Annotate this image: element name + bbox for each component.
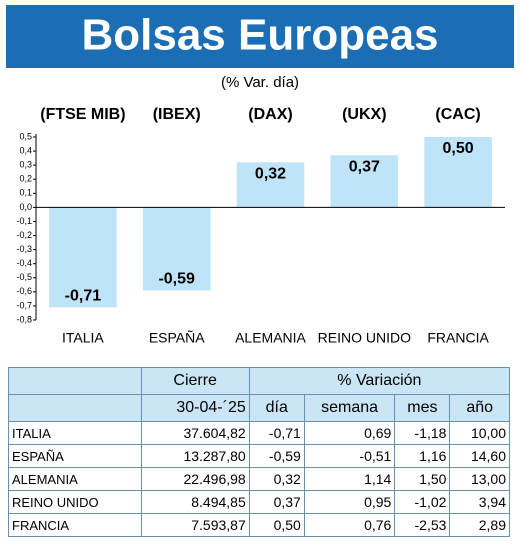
column-header: semana — [303, 394, 396, 422]
y-tick-label: 0,2 — [19, 174, 32, 184]
row-label: FRANCIA — [8, 513, 142, 537]
index-label: (FTSE MIB) — [40, 106, 125, 123]
cell: 3,94 — [449, 490, 510, 514]
table-row: ESPAÑA 13.287,80 -0,59 -0,51 1,16 14,60 — [8, 444, 510, 468]
column-header: mes — [394, 394, 451, 422]
cell: 0,69 — [303, 421, 396, 445]
table-row: FRANCIA 7.593,87 0,50 0,76 -2,53 2,89 — [8, 513, 510, 537]
y-tick-label: -0,5 — [16, 272, 32, 282]
cell: 1,50 — [394, 467, 451, 491]
group-header: Cierre — [140, 367, 250, 395]
index-label: (UKX) — [342, 106, 386, 123]
cell: 0,76 — [303, 513, 396, 537]
cell: 22.496,98 — [140, 467, 250, 491]
cell: 0,50 — [248, 513, 305, 537]
column-header: 30-04-´25 — [140, 394, 250, 422]
header-row: 30-04-´25 día semana mes año — [8, 394, 510, 422]
blank-cell — [8, 367, 142, 395]
bar — [236, 162, 305, 208]
cell: -2,53 — [394, 513, 451, 537]
index-label: (CAC) — [435, 106, 480, 123]
table-row: ITALIA 37.604,82 -0,71 0,69 -1,18 10,00 — [8, 421, 510, 445]
x-tick-label: ITALIA — [62, 330, 104, 346]
value-label: 0,37 — [349, 159, 380, 176]
row-label: ALEMANIA — [8, 467, 142, 491]
index-label: (DAX) — [248, 106, 292, 123]
cell: -1,02 — [394, 490, 451, 514]
cell: 1,16 — [394, 444, 451, 468]
x-tick-label: FRANCIA — [427, 330, 489, 346]
group-header-row: Cierre % Variación — [8, 367, 511, 395]
row-label: ITALIA — [8, 421, 142, 445]
cell: 0,32 — [248, 467, 305, 491]
cell: 0,37 — [248, 490, 305, 514]
data-table: Cierre % Variación 30-04-´25 día semana mes… — [8, 367, 511, 537]
cell: 14,60 — [449, 444, 510, 468]
cell: 0,95 — [303, 490, 396, 514]
cell: 2,89 — [449, 513, 510, 537]
group-header: % Variación — [248, 367, 511, 395]
cell: 13,00 — [449, 467, 510, 491]
cell: 37.604,82 — [140, 421, 250, 445]
chart-title: Bolsas Europeas — [81, 11, 438, 60]
bar — [424, 137, 492, 208]
value-label: -0,59 — [158, 271, 195, 288]
table-row: ALEMANIA 22.496,98 0,32 1,14 1,50 13,00 — [8, 467, 510, 491]
bar — [49, 207, 117, 308]
y-tick-label: 0,1 — [19, 188, 32, 198]
value-label: 0,32 — [255, 166, 286, 183]
value-label: 0,50 — [443, 140, 474, 157]
cell: -1,18 — [394, 421, 451, 445]
table-row: REINO UNIDO 8.494,85 0,37 0,95 -1,02 3,94 — [8, 490, 510, 514]
x-tick-label: ALEMANIA — [235, 330, 306, 346]
column-header: día — [248, 394, 305, 422]
y-tick-label: -0,3 — [16, 244, 32, 254]
cell: -0,51 — [303, 444, 396, 468]
cell: 7.593,87 — [140, 513, 250, 537]
x-tick-label: ESPAÑA — [149, 330, 205, 346]
y-tick-label: 0,0 — [19, 202, 32, 212]
row-label: REINO UNIDO — [8, 490, 142, 514]
blank-cell — [8, 394, 142, 422]
y-tick-label: -0,2 — [16, 230, 32, 240]
cell: 10,00 — [449, 421, 510, 445]
y-tick-label: -0,1 — [16, 216, 32, 226]
bar — [142, 207, 211, 291]
y-tick-label: 0,5 — [19, 131, 32, 141]
value-label: -0,71 — [65, 288, 102, 305]
cell: 1,14 — [303, 467, 396, 491]
cell: -0,59 — [248, 444, 305, 468]
row-label: ESPAÑA — [8, 444, 142, 468]
chart: Bolsas Europeas (% Var. día) 0,5 0,4 0,3 0,… — [6, 5, 514, 346]
index-label: (IBEX) — [153, 106, 201, 123]
y-tick-label: -0,7 — [16, 300, 32, 310]
bar — [330, 155, 399, 208]
chart-subtitle: (% Var. día) — [221, 74, 299, 91]
title-banner — [6, 5, 514, 68]
cell: 8.494,85 — [140, 490, 250, 514]
cell: -0,71 — [248, 421, 305, 445]
y-tick-label: -0,4 — [16, 258, 32, 268]
y-tick-label: -0,8 — [16, 314, 32, 324]
cell: 13.287,80 — [140, 444, 250, 468]
x-tick-label: REINO UNIDO — [318, 330, 411, 346]
y-tick-label: 0,4 — [19, 145, 32, 155]
column-header: año — [449, 394, 510, 422]
y-tick-label: 0,3 — [19, 160, 32, 170]
y-tick-label: -0,6 — [16, 286, 32, 296]
